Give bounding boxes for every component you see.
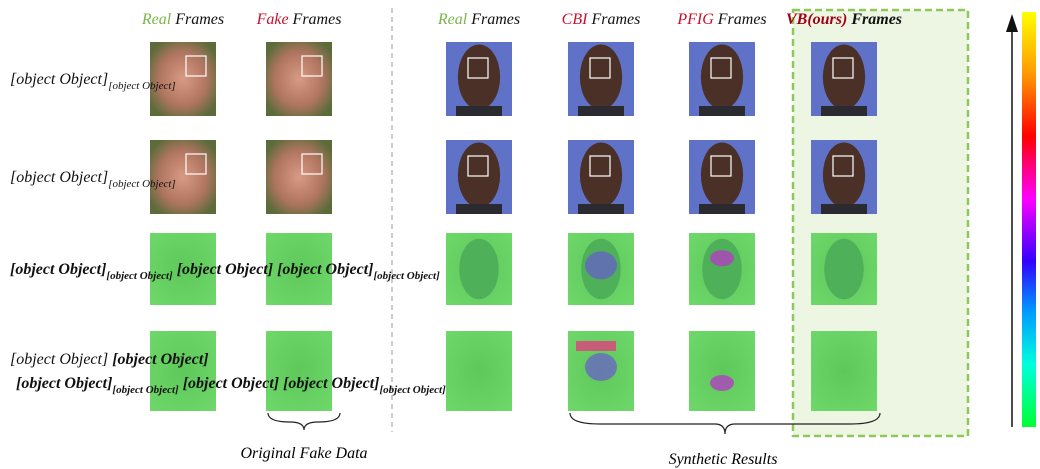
label-part: [object Object] [183, 375, 279, 392]
photo [266, 42, 332, 116]
suit [699, 106, 745, 116]
suit [456, 106, 502, 116]
label-part: [object Object] [277, 261, 373, 278]
image [150, 331, 216, 411]
label-part: [object Object] [112, 351, 208, 368]
image [811, 140, 877, 214]
row-label: [object Object][object Object][object Ob… [16, 375, 446, 396]
label-part: [object Object] [10, 71, 108, 88]
label-part: [object Object] [380, 384, 447, 396]
face [823, 142, 865, 207]
face [458, 142, 500, 207]
face [701, 44, 743, 109]
face [580, 142, 622, 207]
label-part: [object Object] [108, 80, 176, 92]
arrow-head [1006, 14, 1018, 32]
header-text: Frames [292, 11, 342, 28]
image [689, 233, 755, 305]
face-outline [824, 239, 864, 299]
image [568, 233, 634, 305]
image [568, 140, 634, 214]
row-label: [object Object][object Object] [10, 351, 209, 368]
image [446, 233, 512, 305]
image [689, 42, 755, 116]
header-text: Frames [470, 11, 520, 28]
image [266, 140, 332, 214]
suit [821, 106, 867, 116]
face [580, 44, 622, 109]
label-part: [object Object] [112, 384, 179, 396]
face-outline [702, 239, 742, 299]
diff-map [150, 331, 216, 411]
label-part: [object Object] [10, 351, 108, 368]
header-text: Frames [174, 11, 224, 28]
suit [456, 204, 502, 214]
diff-map [446, 331, 512, 411]
image [150, 140, 216, 214]
image [446, 140, 512, 214]
image-grid [150, 42, 877, 411]
label-part: [object Object] [283, 375, 379, 392]
header-accent: Real [141, 11, 172, 28]
diff-map [811, 331, 877, 411]
artifact [710, 375, 734, 391]
suit [821, 204, 867, 214]
column-header: RealFrames [437, 11, 520, 28]
group-label: Original Fake Data [240, 445, 367, 462]
image [266, 42, 332, 116]
image [689, 140, 755, 214]
label-part: [object Object] [374, 270, 441, 282]
label-part: [object Object] [177, 261, 273, 278]
face [458, 44, 500, 109]
header-text: Frames [717, 11, 767, 28]
image [568, 42, 634, 116]
face-outline [459, 239, 499, 299]
artifact [710, 250, 734, 266]
header-accent: CBI [562, 11, 588, 28]
figure: Original Fake Data Synthetic Results Rea… [0, 0, 1040, 469]
image [811, 331, 877, 411]
photo [266, 140, 332, 214]
header-accent: Fake [256, 11, 289, 28]
photo [150, 42, 216, 116]
label-part: [object Object] [16, 375, 112, 392]
image [446, 331, 512, 411]
header-accent: PFIG [676, 11, 714, 28]
diff-map [689, 331, 755, 411]
label-part: [object Object] [10, 169, 108, 186]
artifact [576, 341, 616, 351]
diff-map [266, 331, 332, 411]
label-part: [object Object] [106, 270, 173, 282]
column-header: VB(ours)Frames [786, 11, 902, 28]
row-label: [object Object][object Object][object Ob… [10, 261, 440, 282]
image [811, 42, 877, 116]
image [266, 331, 332, 411]
image [446, 42, 512, 116]
header-text: Frames [850, 11, 902, 28]
photo [150, 140, 216, 214]
image [150, 42, 216, 116]
colorbar [1022, 12, 1036, 427]
artifact [585, 353, 617, 381]
image [568, 331, 634, 411]
face [701, 142, 743, 207]
suit [578, 106, 624, 116]
header-text: Frames [590, 11, 640, 28]
image [811, 233, 877, 305]
suit [578, 204, 624, 214]
face [823, 44, 865, 109]
header-accent: Real [437, 11, 468, 28]
brace [268, 413, 340, 430]
label-part: [object Object] [10, 261, 106, 278]
artifact [585, 251, 617, 279]
suit [699, 204, 745, 214]
image [689, 331, 755, 411]
group-label: Synthetic Results [669, 451, 778, 468]
label-part: [object Object] [108, 178, 176, 190]
header-accent: VB(ours) [786, 11, 847, 28]
